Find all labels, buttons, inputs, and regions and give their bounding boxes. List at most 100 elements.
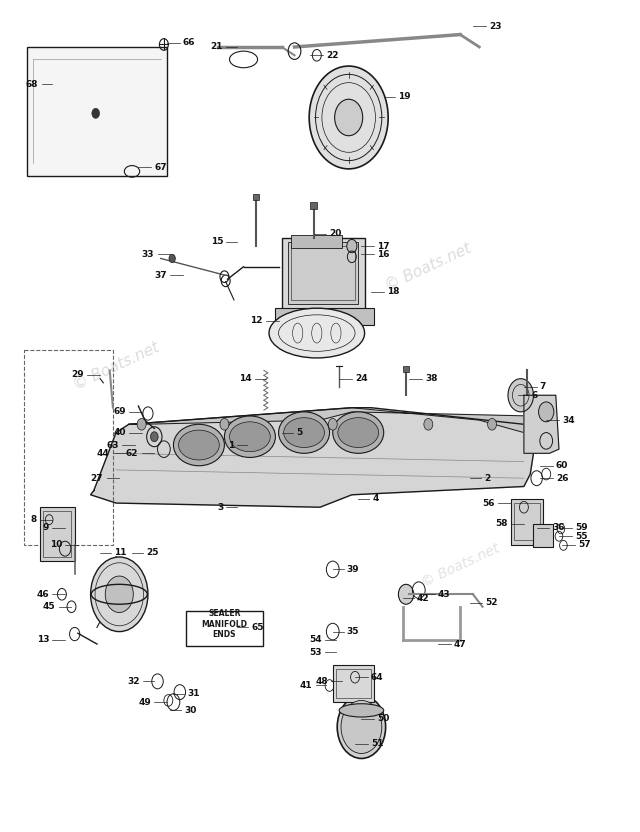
Text: 68: 68 xyxy=(26,80,38,89)
Bar xyxy=(288,242,358,304)
Text: 35: 35 xyxy=(347,627,359,636)
Text: 65: 65 xyxy=(251,623,264,632)
Bar xyxy=(336,669,371,698)
Text: 67: 67 xyxy=(154,163,167,171)
Text: 49: 49 xyxy=(138,697,151,706)
Circle shape xyxy=(105,576,133,612)
Text: 15: 15 xyxy=(211,237,223,246)
Text: 66: 66 xyxy=(183,38,195,47)
Text: 6: 6 xyxy=(532,391,538,399)
Text: 22: 22 xyxy=(326,51,339,60)
Text: 16: 16 xyxy=(378,250,390,259)
Text: 29: 29 xyxy=(72,370,84,379)
Text: 14: 14 xyxy=(239,374,252,384)
Text: 13: 13 xyxy=(36,636,49,645)
Text: 45: 45 xyxy=(43,602,56,612)
Ellipse shape xyxy=(230,422,270,452)
Text: © Boats.net: © Boats.net xyxy=(419,541,502,590)
Bar xyxy=(27,47,167,176)
Bar xyxy=(511,499,543,544)
Text: 38: 38 xyxy=(425,374,438,384)
Text: 41: 41 xyxy=(300,681,312,690)
Text: 51: 51 xyxy=(371,739,383,748)
Ellipse shape xyxy=(173,424,225,466)
Circle shape xyxy=(309,66,388,169)
Text: 23: 23 xyxy=(489,22,501,31)
Polygon shape xyxy=(524,395,559,453)
Text: 17: 17 xyxy=(378,241,390,250)
Text: 42: 42 xyxy=(417,594,429,603)
Text: 11: 11 xyxy=(114,548,127,557)
Text: 26: 26 xyxy=(556,473,568,483)
Ellipse shape xyxy=(225,416,275,458)
Ellipse shape xyxy=(278,412,330,453)
Text: 2: 2 xyxy=(484,473,490,483)
Circle shape xyxy=(341,701,382,754)
Text: © Boats.net: © Boats.net xyxy=(383,240,474,293)
Circle shape xyxy=(150,432,158,442)
Bar xyxy=(515,503,540,540)
Ellipse shape xyxy=(339,704,384,717)
Text: 33: 33 xyxy=(142,250,154,259)
Text: SEALER
MANIFOLD
ENDS: SEALER MANIFOLD ENDS xyxy=(202,609,248,639)
Bar xyxy=(43,512,72,557)
Text: 30: 30 xyxy=(184,706,196,715)
Text: 59: 59 xyxy=(575,523,588,532)
Text: 56: 56 xyxy=(483,498,495,508)
Text: 25: 25 xyxy=(146,548,159,557)
Text: 60: 60 xyxy=(556,461,568,470)
Text: 53: 53 xyxy=(309,648,322,656)
Circle shape xyxy=(337,696,386,759)
Circle shape xyxy=(169,255,175,263)
Text: 4: 4 xyxy=(372,494,379,503)
Text: 34: 34 xyxy=(562,416,575,424)
Text: 69: 69 xyxy=(113,408,125,416)
Bar xyxy=(310,202,317,209)
Text: 57: 57 xyxy=(578,540,591,549)
Text: 52: 52 xyxy=(486,598,498,607)
Text: 3: 3 xyxy=(217,503,223,512)
Bar xyxy=(40,508,75,561)
Text: 24: 24 xyxy=(355,374,367,384)
Bar xyxy=(275,308,374,324)
Text: 48: 48 xyxy=(316,677,328,686)
Bar xyxy=(291,235,342,248)
Bar xyxy=(291,246,355,300)
Text: 55: 55 xyxy=(575,532,588,541)
Text: 58: 58 xyxy=(495,519,508,528)
Text: 39: 39 xyxy=(347,565,360,574)
Circle shape xyxy=(539,402,554,422)
Text: 62: 62 xyxy=(126,448,138,458)
Text: 9: 9 xyxy=(43,523,49,532)
Bar xyxy=(403,366,409,372)
Bar xyxy=(186,611,262,646)
Text: 21: 21 xyxy=(211,42,223,52)
Circle shape xyxy=(137,418,146,430)
Text: 44: 44 xyxy=(97,448,109,458)
Ellipse shape xyxy=(284,418,324,448)
Text: 18: 18 xyxy=(387,287,399,296)
Text: 5: 5 xyxy=(296,428,302,437)
Bar xyxy=(253,194,259,201)
Text: 1: 1 xyxy=(228,440,234,449)
Circle shape xyxy=(347,240,357,253)
Bar xyxy=(24,349,113,544)
Text: 32: 32 xyxy=(128,677,140,686)
Text: 54: 54 xyxy=(309,636,322,645)
Text: 37: 37 xyxy=(154,270,167,280)
Text: 47: 47 xyxy=(454,640,467,648)
Circle shape xyxy=(91,557,148,631)
Bar xyxy=(333,665,374,702)
Circle shape xyxy=(328,418,337,430)
Text: 12: 12 xyxy=(250,316,262,325)
Text: 50: 50 xyxy=(378,714,390,723)
Text: 27: 27 xyxy=(91,473,103,483)
Bar xyxy=(534,524,552,547)
Ellipse shape xyxy=(333,412,384,453)
Text: 40: 40 xyxy=(113,428,125,437)
Text: 20: 20 xyxy=(330,229,342,238)
Ellipse shape xyxy=(338,418,379,448)
Text: 46: 46 xyxy=(36,590,49,599)
Circle shape xyxy=(335,99,363,136)
Ellipse shape xyxy=(179,430,220,460)
